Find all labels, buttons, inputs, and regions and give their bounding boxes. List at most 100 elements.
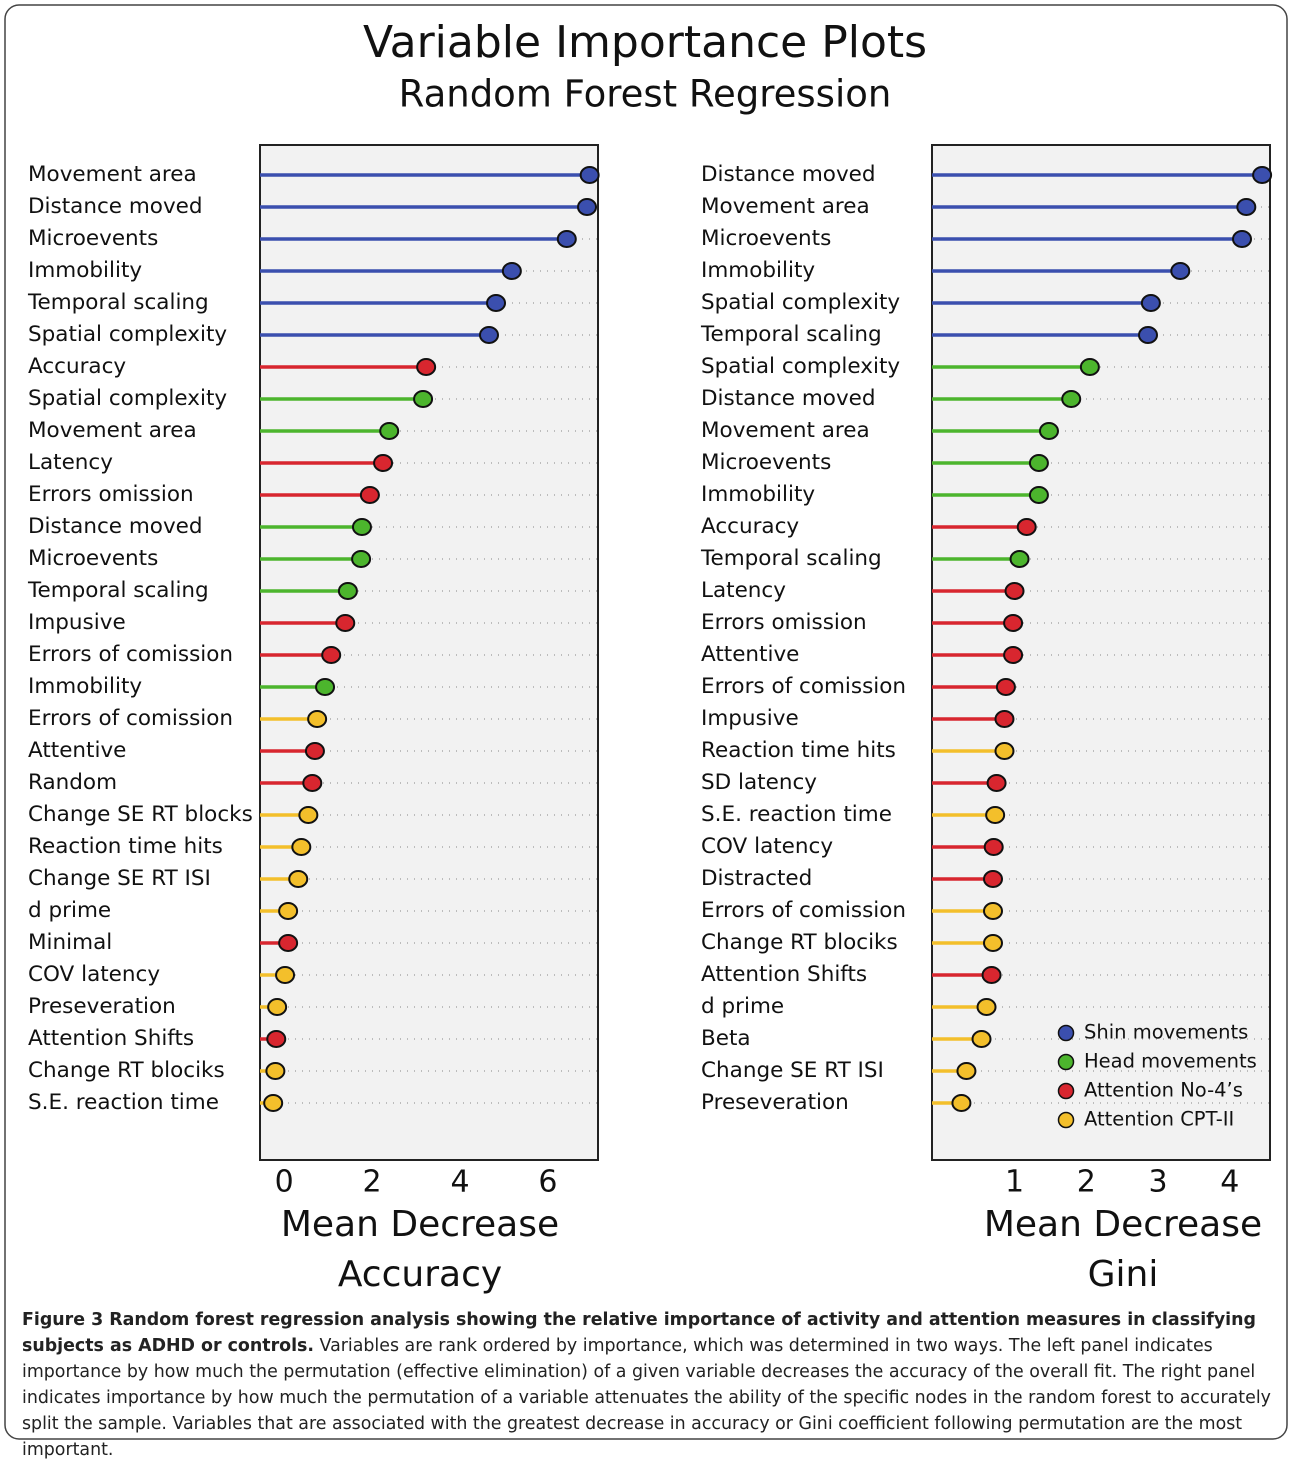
point — [976, 998, 997, 1016]
point — [298, 806, 319, 824]
category-label: Attentive — [28, 738, 126, 763]
x-tick-label: 3 — [1149, 1165, 1168, 1200]
category-label: Attention Shifts — [701, 962, 867, 987]
category-label: COV latency — [28, 962, 160, 987]
point — [985, 806, 1006, 824]
point — [981, 966, 1002, 984]
point — [501, 262, 522, 280]
category-label: Immobility — [28, 258, 142, 283]
category-label: COV latency — [701, 834, 833, 859]
point — [982, 934, 1003, 952]
legend-swatch — [1057, 1111, 1075, 1129]
point — [263, 1094, 284, 1112]
point — [478, 326, 499, 344]
point — [1138, 326, 1159, 344]
point — [1079, 358, 1100, 376]
category-label: Spatial complexity — [701, 290, 900, 315]
x-axis-label: Mean Decrease Gini — [983, 1204, 1263, 1295]
point — [579, 166, 600, 184]
category-label: Reaction time hits — [28, 834, 223, 859]
category-label: Change RT blociks — [28, 1058, 225, 1083]
point — [1009, 550, 1030, 568]
category-label: Preseveration — [701, 1090, 849, 1115]
point — [1170, 262, 1191, 280]
category-label: Distance moved — [28, 194, 203, 219]
legend-label: Head movements — [1084, 1050, 1257, 1073]
category-label: Errors of comission — [28, 642, 233, 667]
point — [1003, 614, 1024, 632]
category-label: Impusive — [701, 706, 799, 731]
point — [1038, 422, 1059, 440]
point — [307, 710, 328, 728]
category-label: Microevents — [28, 546, 158, 571]
category-label: Immobility — [28, 674, 142, 699]
point — [1003, 646, 1024, 664]
category-label: SD latency — [701, 770, 817, 795]
point — [1004, 582, 1025, 600]
category-label: Accuracy — [701, 514, 799, 539]
point — [304, 742, 325, 760]
point — [321, 646, 342, 664]
point — [994, 710, 1015, 728]
legend-swatch — [1057, 1082, 1075, 1100]
point — [982, 870, 1003, 888]
point — [413, 390, 434, 408]
x-tick-label: 2 — [363, 1165, 382, 1200]
figure-title: Variable Importance Plots — [363, 17, 927, 68]
legend-swatch — [1057, 1024, 1075, 1042]
category-label: Temporal scaling — [700, 322, 882, 347]
caption: Figure 3 Random forest regression analys… — [22, 1307, 1272, 1463]
legend-label: Shin movements — [1084, 1021, 1248, 1044]
category-label: Accuracy — [28, 354, 126, 379]
legend-swatch — [1057, 1053, 1075, 1071]
point — [278, 934, 299, 952]
category-label: Movement area — [701, 418, 870, 443]
point — [275, 966, 296, 984]
point — [351, 518, 372, 536]
category-label: Reaction time hits — [701, 738, 896, 763]
x-tick-label: 0 — [275, 1165, 294, 1200]
category-label: Distracted — [701, 866, 812, 891]
category-label: Movement area — [28, 418, 197, 443]
x-tick-label: 6 — [538, 1165, 557, 1200]
category-label: Microevents — [701, 226, 831, 251]
point — [1252, 166, 1273, 184]
point — [265, 1062, 286, 1080]
category-label: Spatial complexity — [701, 354, 900, 379]
x-tick-label: 2 — [1077, 1165, 1096, 1200]
point — [373, 454, 394, 472]
category-label: Distance moved — [28, 514, 203, 539]
category-label: Immobility — [701, 258, 815, 283]
x-tick-label: 1 — [1005, 1165, 1024, 1200]
point — [266, 1030, 287, 1048]
point — [291, 838, 312, 856]
legend-label: Attention No-4’s — [1084, 1079, 1243, 1102]
legend-label: Attention CPT-II — [1084, 1108, 1234, 1131]
category-label: d prime — [28, 898, 111, 923]
point — [1140, 294, 1161, 312]
point — [267, 998, 288, 1016]
category-label: Movement area — [28, 162, 197, 187]
category-label: Impusive — [28, 610, 126, 635]
category-label: Errors omission — [701, 610, 867, 635]
point — [951, 1094, 972, 1112]
point — [337, 582, 358, 600]
point — [302, 774, 323, 792]
x-axis-label: Mean Decrease Accuracy — [280, 1204, 560, 1295]
category-label: Minimal — [28, 930, 112, 955]
plot-area — [931, 144, 1271, 1161]
category-label: Spatial complexity — [28, 322, 227, 347]
caption-text: Variables are rank ordered by importance… — [22, 1336, 1271, 1460]
point — [1061, 390, 1082, 408]
category-label: Immobility — [701, 482, 815, 507]
point — [278, 902, 299, 920]
point — [351, 550, 372, 568]
point — [315, 678, 336, 696]
point — [982, 902, 1003, 920]
point — [556, 230, 577, 248]
category-label: Temporal scaling — [27, 578, 209, 603]
category-label: Random — [28, 770, 117, 795]
figure-border — [4, 4, 1288, 1440]
category-label: Temporal scaling — [27, 290, 209, 315]
category-label: Errors of comission — [28, 706, 233, 731]
